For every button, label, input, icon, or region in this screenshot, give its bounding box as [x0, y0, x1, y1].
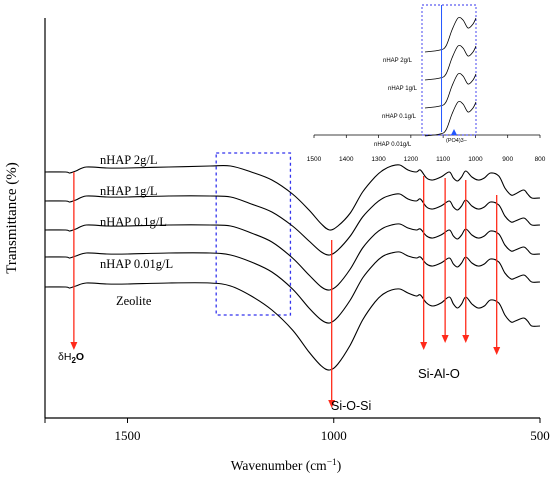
- x-tick-label: 1500: [115, 428, 141, 443]
- x-tick-label: 1000: [321, 428, 347, 443]
- inset-curves: [424, 16, 477, 137]
- series-line-0: [44, 164, 541, 231]
- inset-marker-label: (PO4)3−: [446, 138, 467, 144]
- highlight-box: [215, 152, 292, 316]
- water-arrow-head: [70, 342, 78, 350]
- y-axis-title: Transmittance (%): [4, 162, 20, 274]
- annotation-water: δH2O: [58, 351, 84, 365]
- curve-label-001g: nHAP 0.01g/L: [100, 257, 173, 271]
- inset-curve-0: [424, 16, 477, 53]
- inset-x-tick-label: 1400: [339, 156, 354, 163]
- x-axis-title: Wavenumber (cm−1): [231, 458, 342, 473]
- si-al-o-arrow-4-head: [493, 347, 501, 355]
- inset-x-tick-label: 1000: [468, 156, 483, 163]
- annotation-si-al-o: Si-Al-O: [418, 366, 460, 381]
- inset-label-001g: nHAP 0.01g/L: [374, 142, 412, 148]
- si-o-si-arrow-head: [328, 400, 336, 408]
- inset-label-2g: nHAP 2g/L: [383, 58, 413, 64]
- inset-curve-2: [424, 72, 477, 109]
- x-axis-ticks: 1500 1000 500: [44, 418, 550, 443]
- arrow-layer: [70, 172, 501, 408]
- inset-label-01g: nHAP 0.1g/L: [382, 114, 417, 120]
- curve-label-2g: nHAP 2g/L: [100, 153, 158, 167]
- inset-x-tick-label: 900: [502, 156, 513, 163]
- inset-x-tick-label: 1100: [436, 156, 450, 163]
- si-al-o-arrow-3-head: [462, 335, 470, 343]
- curve-label-zeolite: Zeolite: [116, 294, 152, 308]
- series-layer: [44, 164, 541, 371]
- curve-label-01g: nHAP 0.1g/L: [100, 215, 167, 229]
- series-line-2: [44, 223, 541, 291]
- si-al-o-arrow-2-head: [441, 335, 449, 343]
- series-line-4: [44, 282, 541, 371]
- inset-chart: 1500 1400 1300 1200 1100 1000 900 800 nHAP 2g/L…: [307, 4, 546, 163]
- si-al-o-arrow-1-head: [420, 342, 428, 350]
- x-tick-label: 500: [530, 428, 550, 443]
- inset-marker-triangle: [451, 129, 457, 135]
- inset-x-ticks: 1500 1400 1300 1200 1100 1000 900 800: [307, 135, 546, 163]
- inset-x-tick-label: 1200: [404, 156, 419, 163]
- series-line-1: [44, 193, 541, 256]
- inset-x-tick-label: 1300: [371, 156, 386, 163]
- inset-x-tick-label: 1500: [307, 156, 322, 163]
- inset-x-tick-label: 800: [535, 156, 546, 163]
- inset-curve-1: [424, 44, 477, 81]
- series-line-3: [44, 251, 541, 324]
- inset-background: [314, 5, 540, 125]
- inset-label-1g: nHAP 1g/L: [388, 86, 418, 92]
- inset-curve-3: [424, 100, 477, 137]
- curve-label-1g: nHAP 1g/L: [100, 184, 158, 198]
- annotation-si-o-si: Si-O-Si: [331, 399, 371, 413]
